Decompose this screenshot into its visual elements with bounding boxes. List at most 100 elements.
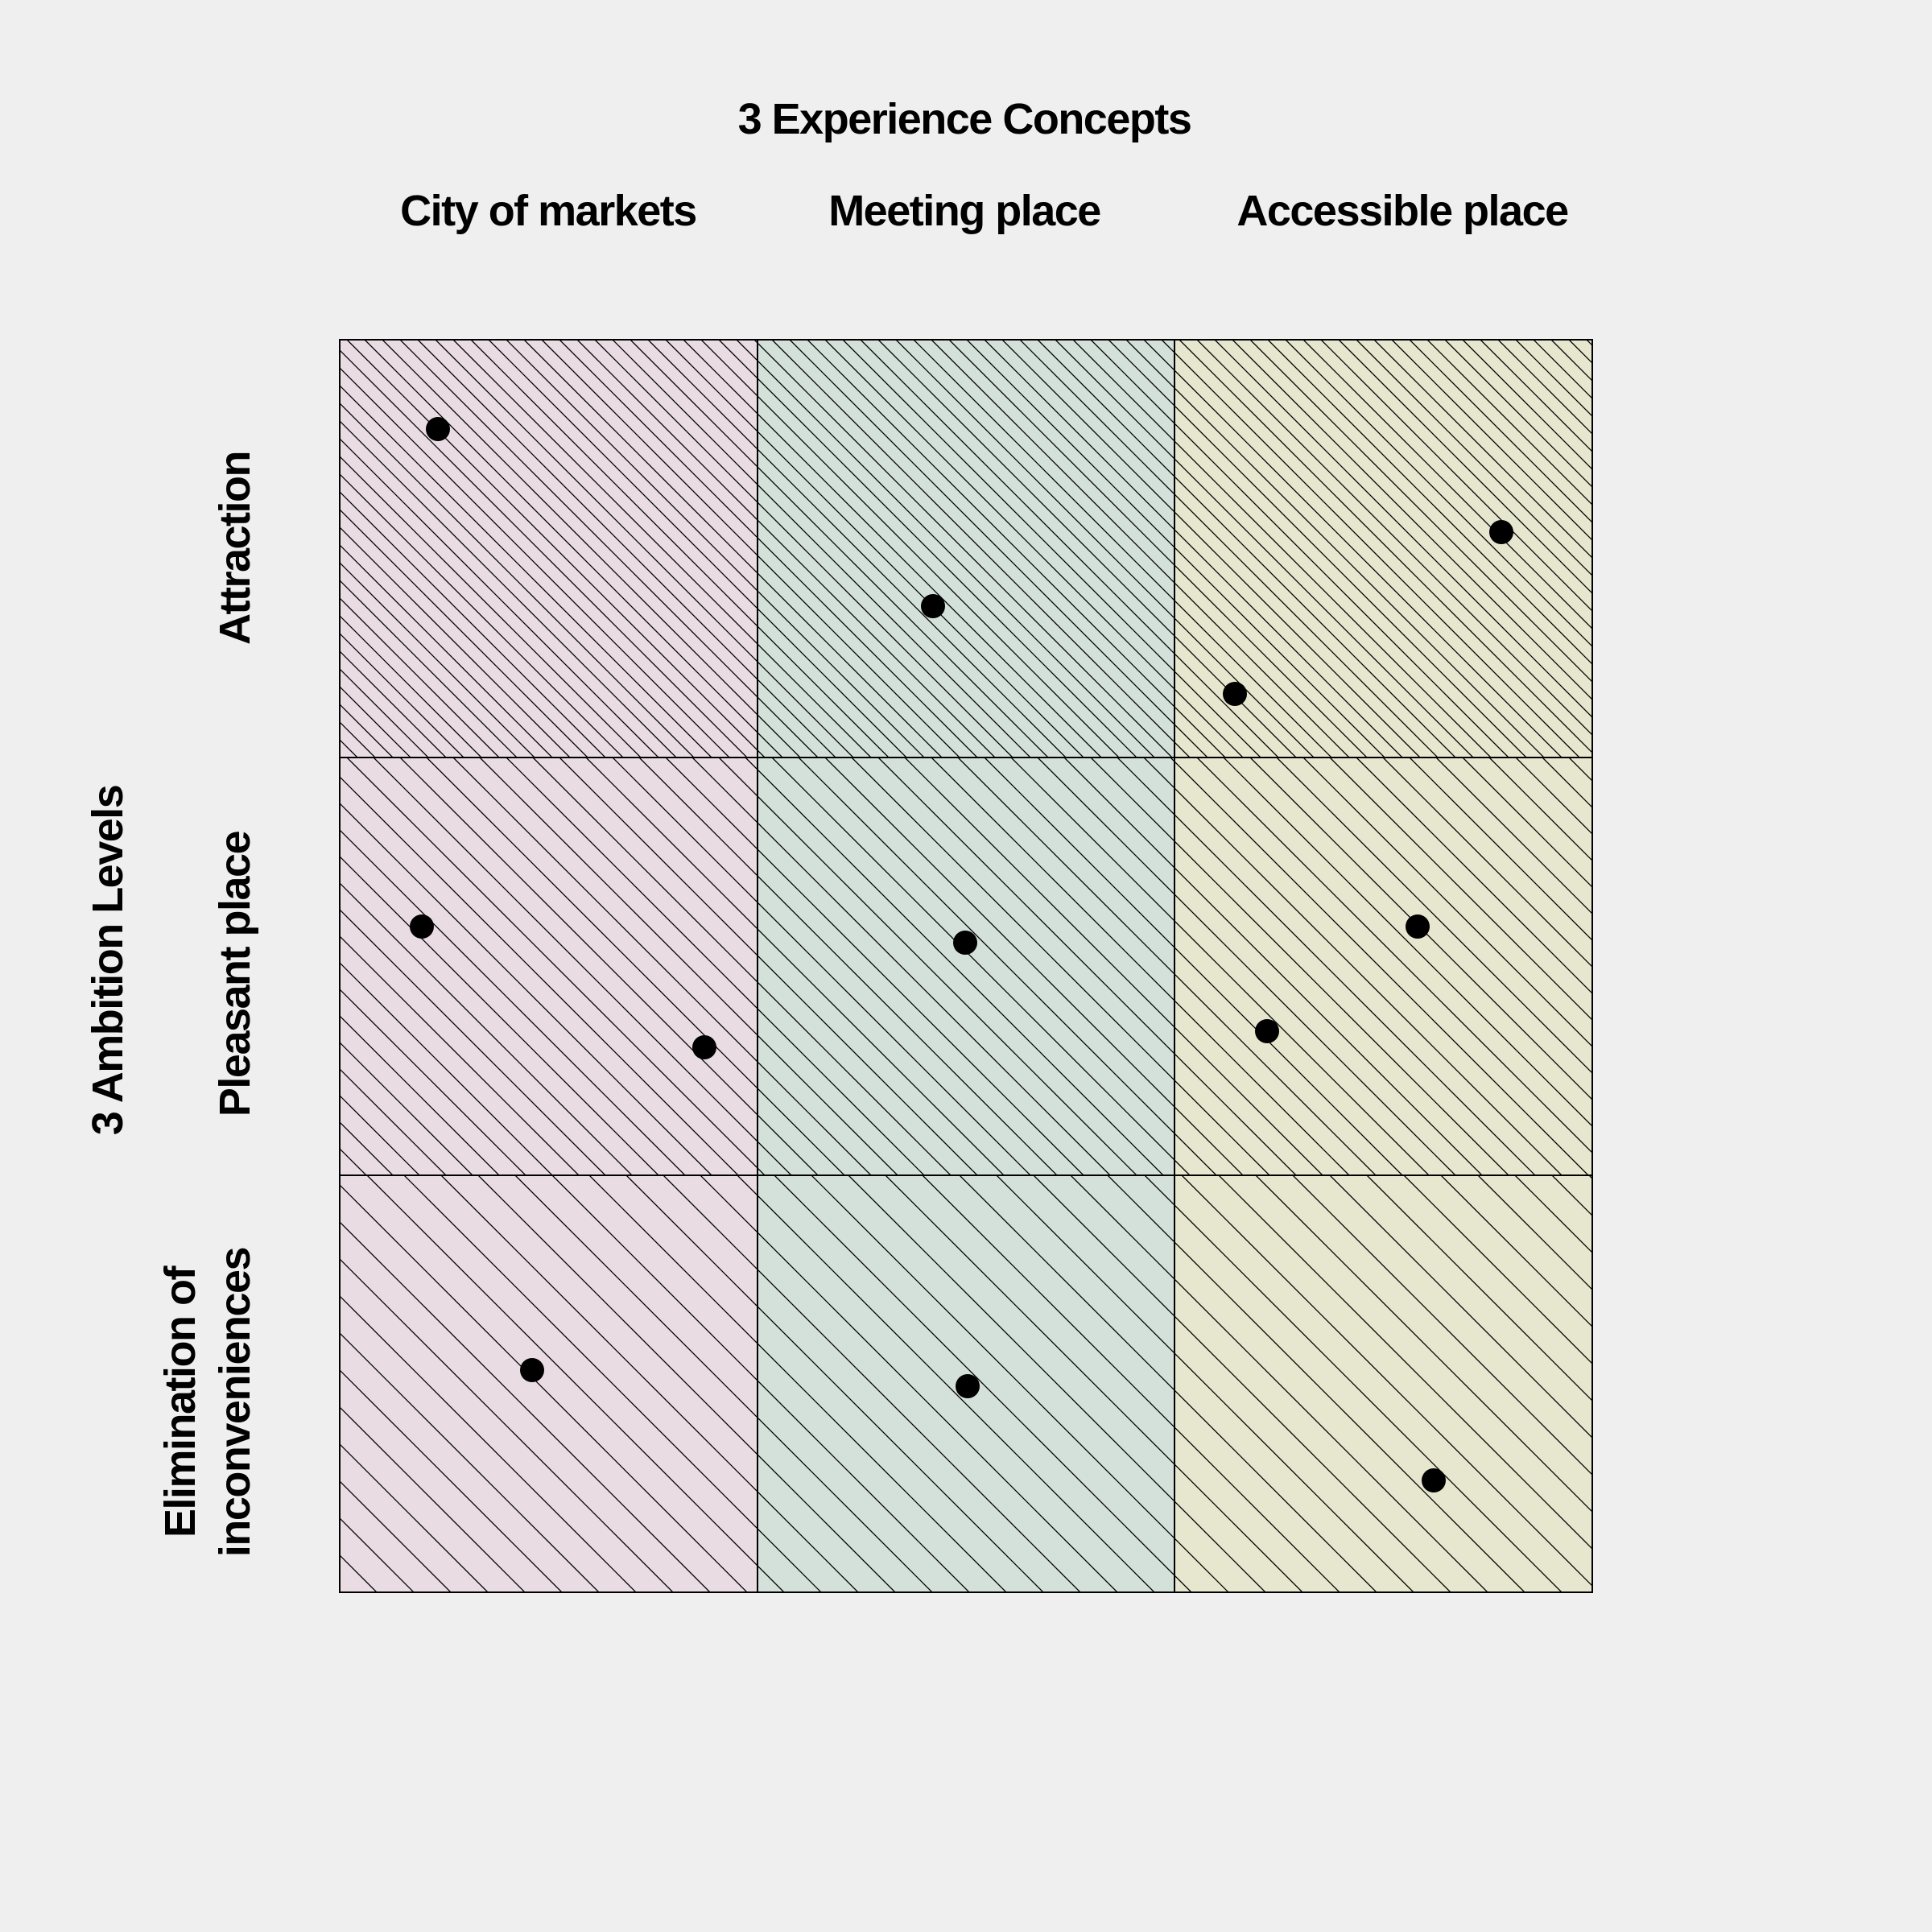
hatch-line xyxy=(948,340,1368,758)
hatch-line xyxy=(340,597,500,758)
hatch-line xyxy=(1125,340,1545,758)
hatch-line xyxy=(885,1175,1303,1592)
hatch-line xyxy=(541,340,960,758)
hatch-line xyxy=(647,340,1067,758)
hatch-line xyxy=(860,340,1279,758)
hatch-line xyxy=(340,367,730,758)
hatch-line xyxy=(340,402,695,758)
hatch-line xyxy=(1090,340,1509,758)
hatch-line xyxy=(1444,340,1592,488)
top-axis-title: 3 Experience Concepts xyxy=(738,95,1191,143)
hatch-line xyxy=(506,758,925,1175)
hatch-line xyxy=(1196,340,1592,736)
hatch-line xyxy=(340,456,642,758)
hatch-line xyxy=(718,340,1137,758)
hatch-line xyxy=(340,420,677,758)
row-label-pleasant-place: Pleasant place xyxy=(211,831,259,1117)
hatch-line xyxy=(340,473,624,758)
dot-pleasant-accessible-place-1 xyxy=(1406,914,1430,939)
hatch-attraction-row xyxy=(340,340,1592,758)
dot-elimination-city-of-markets xyxy=(520,1358,544,1382)
hatch-line xyxy=(346,340,766,758)
hatch-line xyxy=(340,935,580,1175)
hatch-line xyxy=(340,1068,447,1175)
hatch-line xyxy=(340,1184,748,1592)
hatch-line xyxy=(807,340,1226,758)
hatch-line xyxy=(737,1175,1155,1592)
hatch-line xyxy=(638,758,1058,1175)
hatch-line xyxy=(340,686,411,758)
hatch-line xyxy=(1019,340,1439,758)
hatch-line xyxy=(665,758,1084,1175)
dot-elimination-meeting-place xyxy=(956,1374,980,1398)
hatch-line xyxy=(1249,758,1592,1100)
hatch-line xyxy=(532,758,952,1175)
hatch-line xyxy=(340,882,633,1175)
hatch-line xyxy=(1366,1175,1592,1402)
hatch-line xyxy=(1117,758,1536,1175)
hatch-line xyxy=(470,340,890,758)
hatch-line xyxy=(340,989,526,1175)
hatch-line xyxy=(612,340,1031,758)
hatch-line xyxy=(340,776,739,1175)
hatch-line xyxy=(1063,758,1483,1175)
hatch-line xyxy=(877,758,1297,1175)
hatch-line xyxy=(798,758,1217,1175)
hatch-line xyxy=(789,340,1208,758)
hatch-line xyxy=(340,544,553,758)
hatch-line xyxy=(340,1095,420,1175)
hatch-line xyxy=(1391,340,1592,541)
hatch-line xyxy=(588,1175,1007,1592)
dot-attraction-accessible-place-2 xyxy=(1223,682,1247,706)
hatch-line xyxy=(1214,340,1592,718)
hatch-line xyxy=(340,615,482,758)
hatch-line xyxy=(957,758,1377,1175)
hatch-line xyxy=(452,340,872,758)
hatch-line xyxy=(718,758,1137,1175)
hatch-line xyxy=(630,340,1049,758)
hatch-line xyxy=(585,758,1005,1175)
hatch-line xyxy=(663,1175,1081,1592)
hatch-line xyxy=(1329,758,1592,1021)
hatch-line xyxy=(1320,340,1592,612)
hatch-line xyxy=(340,829,686,1175)
hatch-line xyxy=(1255,1175,1592,1513)
hatch-line xyxy=(340,349,748,758)
hatch-line xyxy=(1010,758,1430,1175)
cell-pleasant-city-of-markets xyxy=(340,758,758,1175)
hatch-line xyxy=(1542,758,1592,808)
hatch-line xyxy=(1276,758,1592,1074)
hatch-line xyxy=(340,562,535,758)
hatch-line xyxy=(1143,758,1563,1175)
hatch-line xyxy=(523,340,943,758)
hatch-line xyxy=(340,739,358,758)
hatch-line xyxy=(1070,1175,1488,1592)
hatch-line xyxy=(771,340,1191,758)
dot-pleasant-city-of-markets-2 xyxy=(692,1035,716,1059)
hatch-line xyxy=(691,758,1111,1175)
hatch-line xyxy=(340,757,341,758)
hatch-line xyxy=(848,1175,1266,1592)
hatch-line xyxy=(488,340,907,758)
hatch-line xyxy=(479,758,898,1175)
hatch-line xyxy=(683,340,1102,758)
hatch-line xyxy=(1090,758,1509,1175)
hatch-line xyxy=(452,758,872,1175)
hatch-line xyxy=(753,340,1173,758)
column-label-meeting-place: Meeting place xyxy=(828,187,1100,235)
cell-elimination-accessible-place xyxy=(1174,1175,1592,1592)
hatch-line xyxy=(340,803,712,1175)
hatch-line xyxy=(426,758,845,1175)
cell-pleasant-meeting-place xyxy=(758,758,1174,1175)
hatch-line xyxy=(1462,340,1592,470)
hatch-line xyxy=(1329,1175,1592,1439)
dot-pleasant-meeting-place xyxy=(953,931,977,955)
hatch-line xyxy=(1292,1175,1592,1476)
hatch-line xyxy=(1409,340,1592,523)
hatch-line xyxy=(771,758,1191,1175)
cell-attraction-city-of-markets xyxy=(340,340,758,758)
hatch-line xyxy=(996,1175,1414,1592)
hatch-line xyxy=(700,340,1120,758)
hatch-line xyxy=(594,340,1013,758)
